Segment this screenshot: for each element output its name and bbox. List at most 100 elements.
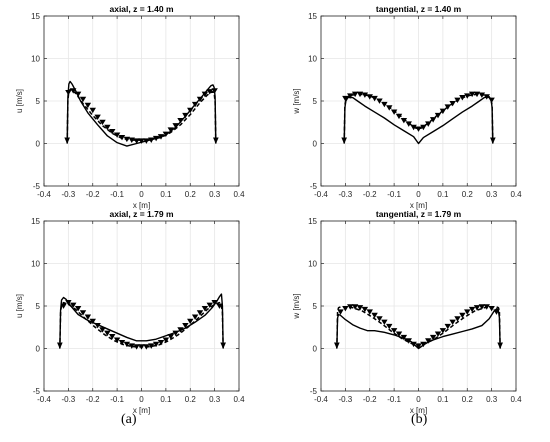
data-point-marker	[390, 109, 398, 115]
x-tick-label: 0.1	[160, 395, 172, 404]
y-tick-label: 15	[308, 217, 317, 226]
data-point-marker	[157, 134, 165, 140]
y-tick-label: 5	[36, 97, 41, 106]
data-point-marker	[65, 300, 72, 306]
data-point-marker	[84, 102, 92, 109]
data-point-marker	[191, 101, 199, 108]
data-point-marker	[386, 323, 393, 330]
data-point-marker	[429, 117, 437, 123]
x-tick-label: 0	[416, 395, 421, 404]
data-point-marker	[70, 88, 77, 94]
data-point-marker	[366, 94, 373, 100]
marker-series	[65, 88, 218, 144]
chart-title: tangential, z = 1.79 m	[376, 209, 462, 219]
data-point-marker	[434, 112, 442, 119]
data-point-marker	[444, 323, 451, 330]
wall-arrowhead	[213, 137, 219, 144]
x-tick-label: -0.3	[338, 190, 352, 199]
data-point-marker	[74, 91, 82, 98]
data-point-marker	[356, 305, 364, 311]
x-axis-label: x [m]	[133, 201, 150, 210]
x-tick-label: 0.2	[462, 190, 474, 199]
x-tick-label: 0.3	[486, 395, 498, 404]
x-tick-label: 0	[139, 190, 144, 199]
data-point-marker	[94, 322, 101, 329]
data-point-marker	[206, 89, 213, 95]
axes-box	[320, 15, 517, 187]
data-point-marker	[148, 343, 155, 349]
marker-series	[342, 91, 495, 132]
y-tick-label: 0	[313, 140, 318, 149]
y-tick-label: 15	[31, 217, 40, 226]
y-tick-label: 0	[36, 345, 41, 354]
data-point-marker	[395, 331, 403, 337]
x-axis-label: x [m]	[133, 406, 150, 415]
x-tick-label: 0.2	[185, 190, 197, 199]
data-point-marker	[468, 306, 476, 313]
data-point-marker	[454, 316, 461, 322]
y-tick-label: -5	[310, 387, 318, 396]
data-point-marker	[488, 305, 495, 312]
data-point-marker	[109, 129, 116, 135]
data-point-marker	[347, 304, 354, 310]
data-point-marker	[128, 137, 135, 143]
y-axis-label: u [m/s]	[15, 89, 24, 113]
data-point-marker	[172, 330, 179, 337]
data-point-marker	[449, 100, 456, 107]
data-point-marker	[415, 126, 422, 132]
data-point-marker	[201, 305, 209, 312]
data-point-marker	[366, 309, 373, 315]
x-tick-label: -0.2	[363, 190, 377, 199]
data-point-marker	[167, 334, 174, 340]
data-point-marker	[162, 337, 170, 343]
data-point-marker	[211, 88, 218, 94]
data-point-marker	[70, 302, 77, 309]
chart-panel-1: -0.4 -0.3 -0.2 -0.1 0 0.1 0.2 0.3 0.4 -5 0 5 10 15 axi…	[15, 4, 245, 210]
data-point-marker	[376, 316, 383, 322]
data-point-marker	[400, 117, 408, 124]
x-tick-label: 0.2	[462, 395, 474, 404]
data-point-marker	[123, 341, 131, 348]
data-point-marker	[347, 93, 354, 99]
wall-arrowhead	[341, 137, 347, 144]
x-tick-label: -0.3	[61, 190, 75, 199]
data-point-marker	[410, 124, 417, 131]
data-point-marker	[410, 341, 417, 348]
chart-panel-4: -0.4 -0.3 -0.2 -0.1 0 0.1 0.2 0.3 0.4 -5 0 5 10 15 tan…	[292, 209, 522, 415]
data-point-marker	[118, 339, 126, 346]
data-point-marker	[351, 304, 359, 310]
y-tick-label: 5	[313, 302, 318, 311]
data-point-marker	[459, 95, 466, 101]
data-point-marker	[483, 94, 490, 100]
data-point-marker	[415, 343, 422, 349]
data-point-marker	[464, 93, 471, 99]
data-point-marker	[65, 89, 72, 96]
data-point-marker	[79, 310, 87, 316]
y-tick-label: 10	[31, 260, 40, 269]
data-point-marker	[167, 127, 174, 133]
x-tick-label: 0.4	[510, 190, 522, 199]
y-axis-label: w [m/s]	[292, 88, 301, 114]
data-point-marker	[118, 134, 126, 141]
x-tick-label: -0.4	[37, 190, 51, 199]
x-tick-label: -0.1	[110, 190, 124, 199]
data-point-marker	[109, 334, 116, 340]
data-point-marker	[201, 91, 209, 98]
panel-label-a: (a)	[121, 412, 137, 427]
data-point-marker	[420, 124, 427, 131]
y-tick-label: 10	[308, 55, 317, 64]
data-point-marker	[211, 300, 218, 306]
axes-box	[320, 220, 517, 392]
x-tick-label: 0.2	[185, 395, 197, 404]
data-point-marker	[104, 124, 111, 131]
y-tick-label: 5	[36, 302, 41, 311]
chart-title: axial, z = 1.40 m	[109, 4, 173, 14]
x-tick-label: -0.1	[387, 190, 401, 199]
y-axis-label: w [m/s]	[292, 293, 301, 319]
data-point-marker	[89, 318, 96, 325]
data-point-marker	[425, 338, 432, 344]
x-tick-label: -0.2	[86, 395, 100, 404]
data-point-marker	[94, 114, 101, 121]
data-point-marker	[459, 312, 466, 319]
marker-series	[60, 300, 223, 350]
